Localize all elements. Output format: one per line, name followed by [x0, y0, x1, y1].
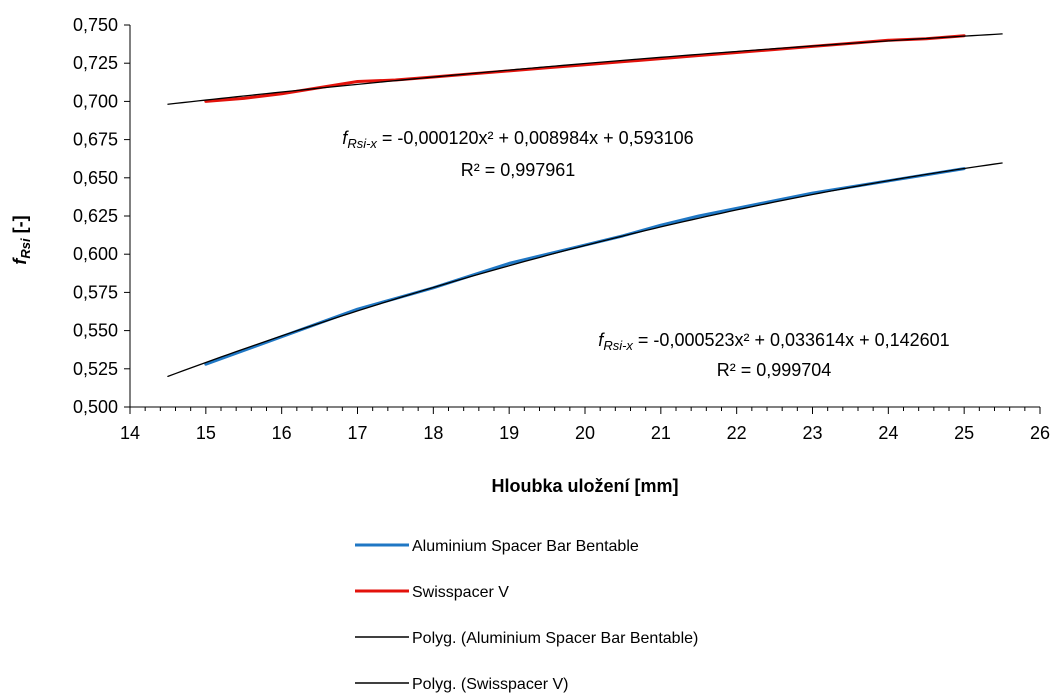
x-tick-label: 17 — [347, 423, 367, 443]
plot-area: 0,500 0,525 0,550 0,575 0,600 0,625 0,650 0,675… — [73, 15, 1050, 443]
y-tick-label: 0,700 — [73, 91, 118, 111]
x-tick-label: 14 — [120, 423, 140, 443]
series-line-trend-swisspacer — [167, 33, 1003, 105]
x-tick-label: 24 — [878, 423, 898, 443]
y-axis-title-main: f — [10, 257, 30, 265]
legend-label-swisspacer: Swisspacer V — [412, 584, 509, 601]
legend-label-trend-swisspacer: Polyg. (Swisspacer V) — [412, 676, 569, 693]
trend-equation-aluminium-fn-sub: Rsi-x — [603, 338, 633, 353]
y-tick-label: 0,725 — [73, 53, 118, 73]
legend-item-trend-aluminium: Polyg. (Aluminium Spacer Bar Bentable) — [355, 630, 698, 647]
legend-label-trend-aluminium: Polyg. (Aluminium Spacer Bar Bentable) — [412, 630, 698, 647]
series-line-trend-aluminium — [167, 162, 1003, 378]
x-tick-label: 25 — [954, 423, 974, 443]
y-axis-title-unit: [-] — [10, 215, 30, 238]
legend-item-swisspacer: Swisspacer V — [355, 584, 509, 601]
y-axis-title: fRsi [-] — [10, 215, 33, 264]
y-tick-label: 0,750 — [73, 15, 118, 35]
trend-equation-swisspacer-fn-sub: Rsi-x — [347, 136, 377, 151]
x-tick-label: 18 — [423, 423, 443, 443]
x-tick-label: 22 — [727, 423, 747, 443]
legend: Aluminium Spacer Bar Bentable Swisspacer… — [355, 538, 698, 693]
x-tick-label: 15 — [196, 423, 216, 443]
trend-equation-aluminium-text: = -0,000523x² + 0,033614x + 0,142601 — [633, 330, 950, 350]
y-tick-label: 0,550 — [73, 321, 118, 341]
trend-equation-swisspacer-fn: f — [342, 128, 349, 148]
y-tick-label: 0,500 — [73, 397, 118, 417]
trend-equation-swisspacer-text: = -0,000120x² + 0,008984x + 0,593106 — [377, 128, 694, 148]
legend-label-aluminium: Aluminium Spacer Bar Bentable — [412, 538, 639, 555]
y-axis-title-sub: Rsi — [18, 238, 33, 259]
y-tick-label: 0,650 — [73, 168, 118, 188]
x-tick-label: 16 — [272, 423, 292, 443]
trend-r2-swisspacer: R² = 0,997961 — [461, 160, 576, 180]
x-axis-title: Hloubka uložení [mm] — [491, 476, 678, 496]
x-tick-label: 21 — [651, 423, 671, 443]
x-ticks: 14 15 16 17 18 19 20 21 22 23 24 25 26 — [120, 407, 1050, 443]
x-tick-label: 23 — [802, 423, 822, 443]
x-tick-label: 20 — [575, 423, 595, 443]
x-tick-label: 19 — [499, 423, 519, 443]
y-tick-label: 0,675 — [73, 130, 118, 150]
series-layer — [167, 33, 1003, 378]
legend-item-aluminium: Aluminium Spacer Bar Bentable — [355, 538, 639, 555]
x-tick-label: 26 — [1030, 423, 1050, 443]
trend-r2-aluminium: R² = 0,999704 — [717, 360, 832, 380]
y-tick-label: 0,625 — [73, 206, 118, 226]
y-tick-label: 0,525 — [73, 359, 118, 379]
trend-equation-swisspacer: fRsi-x = -0,000120x² + 0,008984x + 0,593… — [342, 128, 693, 151]
y-tick-label: 0,600 — [73, 244, 118, 264]
y-tick-label: 0,575 — [73, 282, 118, 302]
y-ticks: 0,500 0,525 0,550 0,575 0,600 0,625 0,650 0,675… — [73, 15, 130, 417]
trend-equation-aluminium: fRsi-x = -0,000523x² + 0,033614x + 0,142… — [598, 330, 949, 353]
legend-item-trend-swisspacer: Polyg. (Swisspacer V) — [355, 676, 569, 693]
trend-equation-aluminium-fn: f — [598, 330, 605, 350]
